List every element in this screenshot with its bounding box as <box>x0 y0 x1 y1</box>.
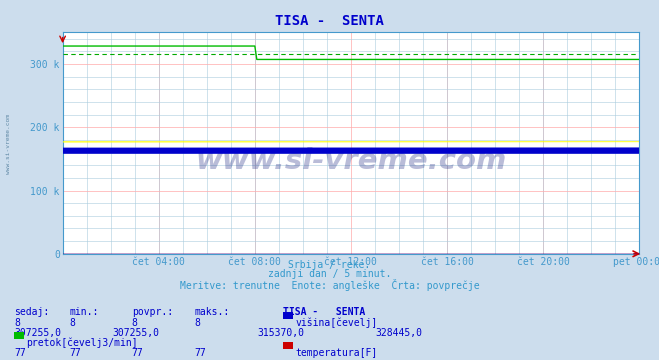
Text: TISA -   SENTA: TISA - SENTA <box>283 307 366 317</box>
Text: 77: 77 <box>69 348 81 358</box>
Text: 307255,0: 307255,0 <box>112 328 159 338</box>
Text: zadnji dan / 5 minut.: zadnji dan / 5 minut. <box>268 269 391 279</box>
Text: povpr.:: povpr.: <box>132 307 173 317</box>
Text: Srbija / reke.: Srbija / reke. <box>289 260 370 270</box>
Text: 315370,0: 315370,0 <box>257 328 304 338</box>
Text: www.si-vreme.com: www.si-vreme.com <box>195 147 507 175</box>
Text: 307255,0: 307255,0 <box>14 328 61 338</box>
Text: 8: 8 <box>69 318 75 328</box>
Text: 8: 8 <box>194 318 200 328</box>
Text: TISA -  SENTA: TISA - SENTA <box>275 14 384 28</box>
Text: 77: 77 <box>194 348 206 358</box>
Text: Meritve: trenutne  Enote: angleške  Črta: povprečje: Meritve: trenutne Enote: angleške Črta: … <box>180 279 479 291</box>
Text: višina[čevelj]: višina[čevelj] <box>295 318 378 328</box>
Text: www.si-vreme.com: www.si-vreme.com <box>6 114 11 174</box>
Text: sedaj:: sedaj: <box>14 307 49 317</box>
Text: 328445,0: 328445,0 <box>376 328 422 338</box>
Polygon shape <box>0 141 659 154</box>
Text: temperatura[F]: temperatura[F] <box>295 348 378 358</box>
Polygon shape <box>0 141 659 154</box>
Text: pretok[čevelj3/min]: pretok[čevelj3/min] <box>26 338 138 348</box>
Text: min.:: min.: <box>69 307 99 317</box>
Text: 77: 77 <box>132 348 144 358</box>
Text: 77: 77 <box>14 348 26 358</box>
Text: 8: 8 <box>132 318 138 328</box>
Text: maks.:: maks.: <box>194 307 229 317</box>
Text: 8: 8 <box>14 318 20 328</box>
